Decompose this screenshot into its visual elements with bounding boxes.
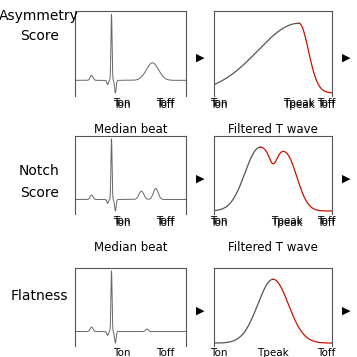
Text: Toff: Toff <box>317 218 335 228</box>
Text: Filtered T wave: Filtered T wave <box>228 241 318 254</box>
Text: Tpeak: Tpeak <box>283 100 315 110</box>
Text: ▶: ▶ <box>196 174 204 184</box>
Text: Score: Score <box>20 29 59 42</box>
Text: ▶: ▶ <box>196 53 204 63</box>
Text: Ton: Ton <box>210 218 228 228</box>
Text: Median beat: Median beat <box>94 123 167 136</box>
Text: Notch: Notch <box>19 164 60 178</box>
Text: Toff: Toff <box>156 100 175 110</box>
Text: Filtered T wave: Filtered T wave <box>228 123 318 136</box>
Text: Flatness: Flatness <box>10 289 68 303</box>
Text: Ton: Ton <box>113 100 130 110</box>
Text: Tpeak: Tpeak <box>271 218 303 228</box>
Text: Ton: Ton <box>210 100 228 110</box>
Text: Asymmetry: Asymmetry <box>0 9 79 23</box>
Text: Median beat: Median beat <box>94 241 167 254</box>
Text: Score: Score <box>20 186 59 200</box>
Text: ▶: ▶ <box>342 306 351 316</box>
Text: ▶: ▶ <box>342 53 351 63</box>
Text: Ton: Ton <box>113 218 130 228</box>
Text: ▶: ▶ <box>342 174 351 184</box>
Text: Toff: Toff <box>156 218 175 228</box>
Text: Toff: Toff <box>317 100 335 110</box>
Text: ▶: ▶ <box>196 306 204 316</box>
